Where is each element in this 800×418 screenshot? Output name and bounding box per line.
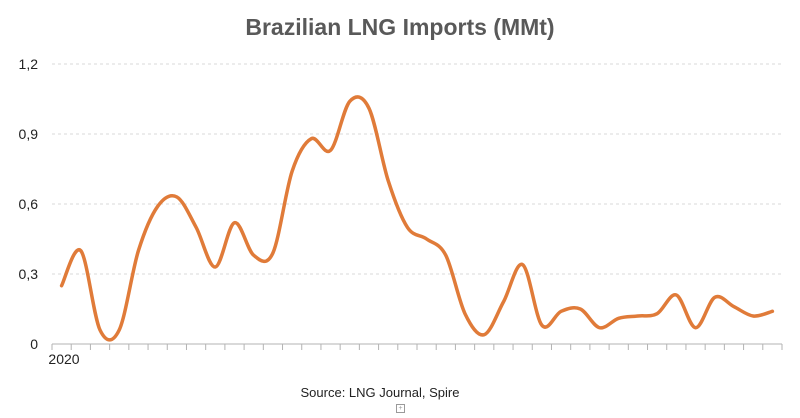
data-point	[386, 179, 390, 183]
series-line	[59, 95, 775, 342]
y-tick-label: 0,6	[19, 196, 39, 212]
data-point	[348, 99, 352, 103]
data-point	[233, 221, 237, 225]
data-point	[136, 249, 140, 253]
data-point	[329, 148, 333, 152]
data-point	[694, 326, 698, 330]
y-tick-label: 0,9	[19, 126, 39, 142]
data-point	[60, 284, 64, 288]
data-point	[598, 326, 602, 330]
data-point	[501, 300, 505, 304]
data-point	[540, 323, 544, 327]
data-point	[175, 195, 179, 199]
data-point	[309, 137, 313, 141]
data-point	[425, 237, 429, 241]
data-point	[578, 307, 582, 311]
data-point	[156, 204, 160, 208]
data-point	[252, 253, 256, 257]
chart-title: Brazilian LNG Imports (MMt)	[245, 14, 555, 40]
plus-box-icon[interactable]: +	[396, 404, 405, 413]
data-point	[770, 309, 774, 313]
source-note: Source: LNG Journal, Spire	[300, 385, 460, 400]
y-tick-label: 1,2	[19, 56, 39, 72]
data-point	[98, 328, 102, 332]
data-point	[444, 253, 448, 257]
data-point	[636, 314, 640, 318]
data-point	[271, 251, 275, 255]
data-point	[290, 169, 294, 173]
series-layer	[59, 95, 775, 342]
line-chart: 0 0,3 0,6 0,9 1,2 2020	[19, 56, 783, 367]
data-point	[117, 328, 121, 332]
data-point	[213, 265, 217, 269]
data-point	[405, 225, 409, 229]
y-tick-label: 0,3	[19, 266, 39, 282]
data-point	[194, 225, 198, 229]
data-point	[713, 295, 717, 299]
data-point	[463, 312, 467, 316]
x-tick-label: 2020	[48, 351, 79, 367]
data-point	[482, 333, 486, 337]
data-point	[617, 316, 621, 320]
y-tick-label: 0	[30, 336, 38, 352]
data-point	[751, 314, 755, 318]
data-point	[655, 312, 659, 316]
data-point	[674, 293, 678, 297]
data-point	[732, 305, 736, 309]
x-axis: 2020	[48, 344, 783, 367]
grid-lines	[52, 63, 782, 345]
y-axis-ticks: 0 0,3 0,6 0,9 1,2	[19, 56, 39, 352]
data-point	[367, 106, 371, 110]
data-point	[521, 263, 525, 267]
data-point	[79, 249, 83, 253]
data-point	[559, 309, 563, 313]
